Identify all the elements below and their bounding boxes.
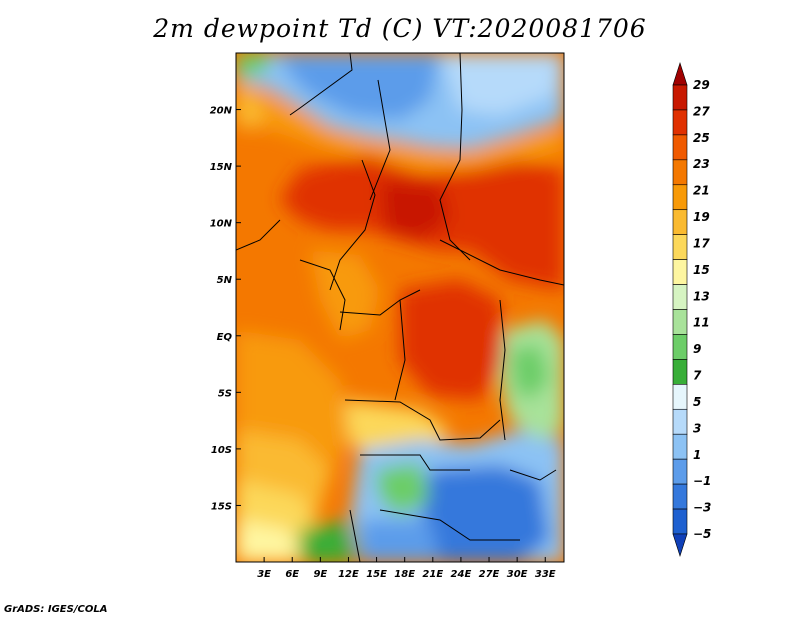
colorbar-swatch [672,483,688,510]
colorbar-swatch [672,259,688,285]
colorbar-label: 7 [693,369,702,383]
lon-tick-label: 30E [507,569,528,580]
lon-tick-label: 9E [313,569,327,580]
credit-label: GrADS: IGES/COLA [4,604,108,615]
colorbar-label: 21 [693,184,710,198]
colorbar-swatch [672,284,688,310]
lon-tick-label: 33E [535,569,556,580]
lat-tick-label: EQ [217,332,233,343]
lon-tick-label: 21E [422,569,443,580]
lon-tick-label: 3E [257,569,271,580]
colorbar-swatch [672,159,688,186]
map-frame [235,52,565,563]
lat-tick-label: 15S [211,501,232,512]
colorbar-swatch [672,309,688,335]
lon-tick-label: 15E [366,569,387,580]
colorbar-swatch [672,458,688,485]
colorbar-swatch [672,234,688,260]
lat-tick-label: 20N [210,106,233,117]
colorbar-label: 25 [693,131,710,145]
colorbar-bottom-arrow [672,533,688,557]
map-title: 2m dewpoint Td (C) VT:2020081706 [153,14,647,43]
colorbar-swatch [672,384,688,410]
lon-tick-label: 18E [394,569,415,580]
colorbar-label: 19 [693,210,710,224]
colorbar-swatch [672,334,688,360]
colorbar-label: 9 [693,342,701,356]
lon-tick-label: 6E [285,569,299,580]
colorbar-label: 3 [693,421,701,435]
colorbar-swatch [672,134,688,161]
colorbar-label: 23 [693,157,710,171]
colorbar-swatch [672,84,688,111]
colorbar-label: 15 [693,263,710,277]
lat-tick-label: 5N [217,275,233,286]
colorbar-swatch [672,359,688,385]
colorbar-label: −1 [693,474,711,488]
colorbar-label: 1 [693,448,701,462]
colorbar-top-arrow [672,62,688,86]
colorbar-label: 27 [693,104,710,118]
colorbar-label: 11 [693,316,710,330]
colorbar-swatch [672,109,688,136]
colorbar-label: −5 [693,527,711,541]
dewpoint-field [236,53,564,562]
colorbar-swatch [672,433,688,460]
colorbar-swatch [672,209,688,235]
colorbar-swatch [672,408,688,435]
lon-tick-label: 12E [338,569,359,580]
colorbar-swatch [672,508,688,535]
colorbar-label: 17 [693,236,710,250]
country-borders [236,53,564,562]
lon-tick-label: 27E [479,569,500,580]
lat-tick-label: 15N [210,162,233,173]
lat-tick-label: 5S [218,388,232,399]
colorbar-label: 29 [693,78,710,92]
colorbar-label: 5 [693,395,701,409]
colorbar: 29 27 25 23 21 19 17 15 13 11 9 7 5 3 1 −1 −3 −5 [672,62,711,557]
colorbar-label: −3 [693,501,711,515]
lat-tick-label: 10S [211,445,232,456]
lon-tick-label: 24E [451,569,472,580]
colorbar-swatch [672,184,688,211]
longitude-axis: 3E 6E 9E 12E 15E 18E 21E 24E 27E 30E 33E [257,557,556,580]
lat-tick-label: 10N [210,219,233,230]
latitude-axis: 20N 15N 10N 5N EQ 5S 10S 15S [210,106,241,512]
colorbar-label: 13 [693,289,710,303]
